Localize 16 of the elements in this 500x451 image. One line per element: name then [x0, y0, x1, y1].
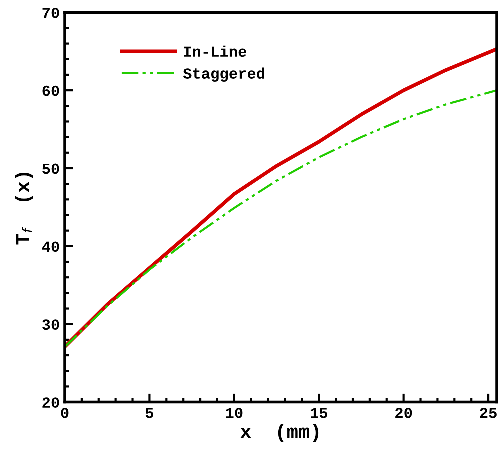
x-tick-label: 0 — [61, 408, 69, 418]
x-tick-label: 5 — [146, 408, 154, 418]
legend-label: Staggered — [183, 68, 265, 82]
y-tick-label: 50 — [42, 164, 60, 174]
y-tick-label: 20 — [42, 398, 60, 408]
legend-label: In-Line — [184, 46, 246, 58]
text: T$_{f}$ (x) — [15, 173, 34, 245]
x-axis-title: x (mm) — [240, 424, 319, 442]
x-tick-label: 10 — [226, 408, 243, 418]
y-tick-label: 70 — [42, 8, 60, 18]
y-tick-label: 60 — [42, 86, 60, 96]
x-tick-label: 15 — [310, 408, 328, 418]
x-tick-label: 25 — [480, 408, 497, 418]
y-tick-label: 30 — [42, 320, 60, 330]
y-tick-label: 40 — [42, 242, 60, 252]
x-tick-label: 20 — [396, 408, 412, 418]
